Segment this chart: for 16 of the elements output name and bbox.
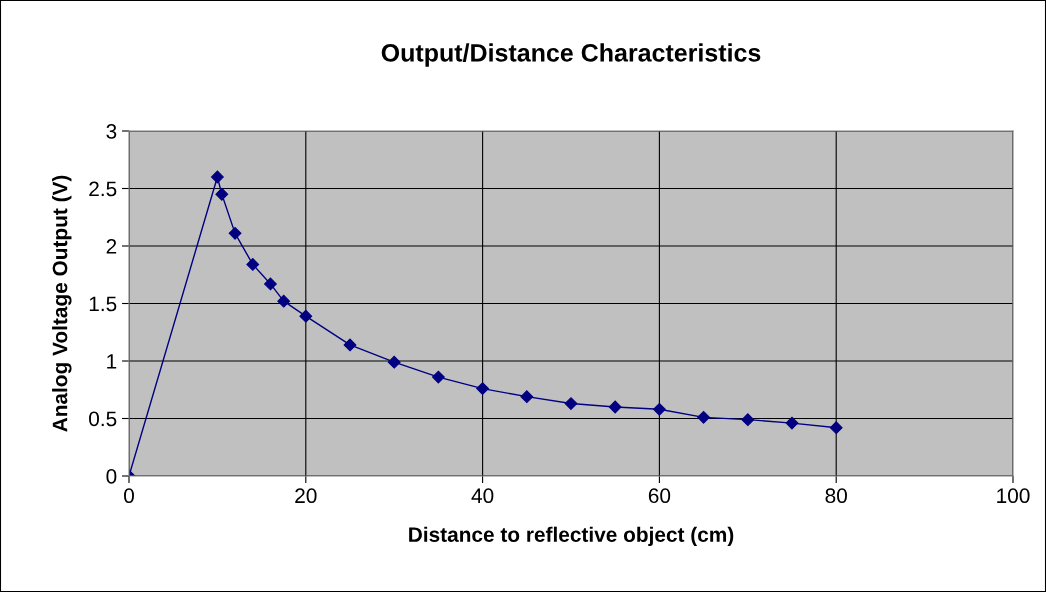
y-tick-label: 0.5: [89, 411, 117, 427]
x-tick-label: 0: [124, 488, 134, 504]
x-tick-label: 40: [471, 488, 494, 504]
y-tick-label: 2.5: [89, 181, 117, 197]
x-tick-label: 100: [997, 488, 1030, 504]
x-tick-label: 80: [825, 488, 847, 504]
y-axis-title: Analog Voltage Output (V): [52, 175, 72, 432]
y-tick-label: 1.5: [89, 296, 117, 312]
x-axis-title: Distance to reflective object (cm): [409, 526, 734, 547]
chart-title: Output/Distance Characteristics: [381, 43, 761, 67]
x-tick-label: 60: [648, 488, 671, 504]
y-tick-label: 2: [106, 239, 117, 254]
y-tick-label: 1: [107, 354, 117, 369]
y-tick-label: 0: [106, 469, 117, 484]
y-tick-label: 3: [106, 124, 117, 139]
x-tick-label: 20: [295, 488, 317, 504]
